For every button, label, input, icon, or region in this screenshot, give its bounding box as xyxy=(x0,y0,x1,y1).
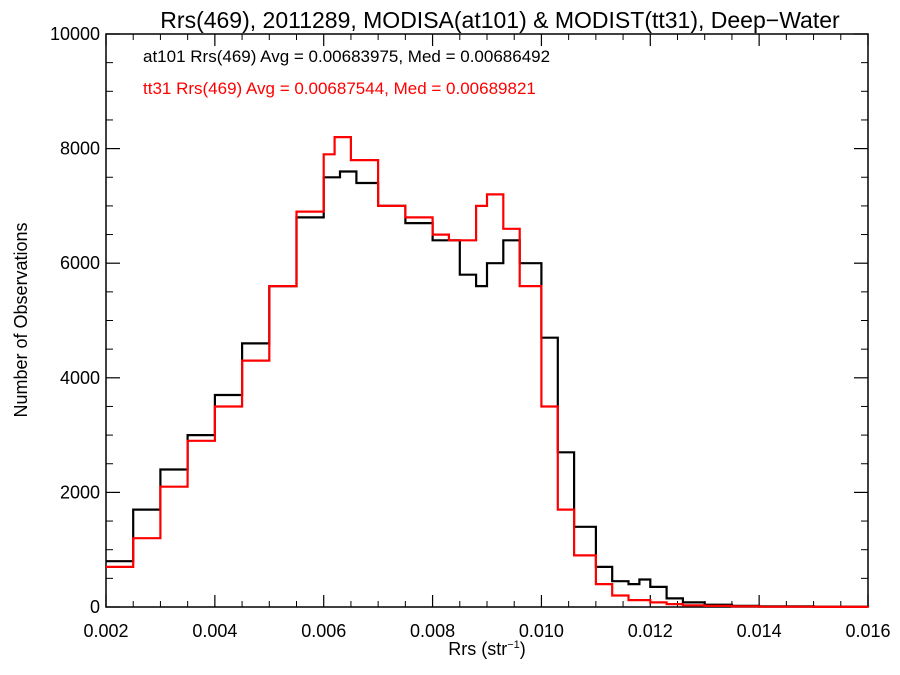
x-axis-label-superscript: −1 xyxy=(507,639,520,651)
x-tick-label: 0.006 xyxy=(301,621,346,641)
annotation-at101: at101 Rrs(469) Avg = 0.00683975, Med = 0… xyxy=(143,47,550,66)
x-axis-label: Rrs (str−1) xyxy=(448,639,526,659)
x-tick-label: 0.012 xyxy=(628,621,673,641)
plot-frame xyxy=(105,33,869,608)
y-tick-label: 0 xyxy=(90,597,100,617)
x-tick-label: 0.004 xyxy=(192,621,237,641)
x-tick-label: 0.008 xyxy=(410,621,455,641)
y-tick-label: 6000 xyxy=(60,253,100,273)
x-axis: 0.002 0.004 0.006 0.008 0.010 0.012 0.014 0.016 xyxy=(83,34,891,641)
series-line-at101 xyxy=(106,170,870,608)
series-line-tt31 xyxy=(106,136,870,608)
x-tick-label: 0.002 xyxy=(83,621,128,641)
y-axis: 0 2000 4000 6000 8000 10000 xyxy=(50,24,868,617)
x-tick-label: 0.014 xyxy=(737,621,782,641)
y-tick-label: 2000 xyxy=(60,482,100,502)
y-axis-label: Number of Observations xyxy=(11,222,31,417)
x-axis-label-text: Rrs (str xyxy=(448,639,507,659)
y-tick-label: 8000 xyxy=(60,139,100,159)
x-axis-label-close: ) xyxy=(520,639,526,659)
chart-title: Rrs(469), 2011289, MODISA(at101) & MODIS… xyxy=(160,7,840,33)
y-tick-label: 10000 xyxy=(50,24,100,44)
annotation-tt31: tt31 Rrs(469) Avg = 0.00687544, Med = 0.… xyxy=(143,79,536,98)
x-tick-label: 0.016 xyxy=(845,621,890,641)
x-tick-label: 0.010 xyxy=(519,621,564,641)
y-tick-label: 4000 xyxy=(60,368,100,388)
series-layer xyxy=(106,136,870,608)
